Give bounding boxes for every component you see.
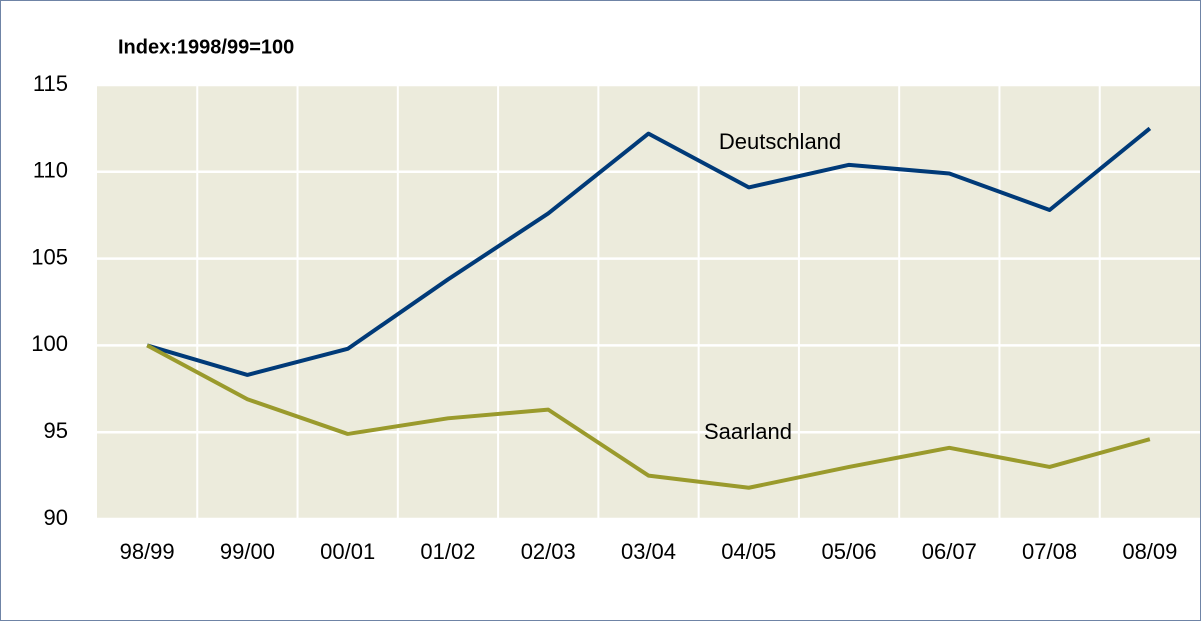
y-tick-label: 90 — [44, 505, 68, 530]
y-tick-label: 110 — [33, 158, 68, 183]
series-label: Saarland — [704, 419, 792, 444]
x-tick-label: 05/06 — [822, 539, 877, 564]
y-tick-label: 105 — [31, 244, 68, 269]
chart-title: Index:1998/99=100 — [118, 36, 294, 58]
x-tick-label: 02/03 — [521, 539, 576, 564]
x-tick-label: 06/07 — [922, 539, 977, 564]
x-tick-label: 98/99 — [120, 539, 175, 564]
plot-area — [97, 85, 1200, 519]
x-tick-label: 01/02 — [420, 539, 475, 564]
series-line — [146, 126, 1152, 377]
series-label: Deutschland — [719, 129, 841, 154]
x-tick-label: 00/01 — [320, 539, 375, 564]
y-tick-label: 100 — [31, 331, 68, 356]
x-tick-label: 99/00 — [220, 539, 275, 564]
x-tick-label: 04/05 — [721, 539, 776, 564]
x-tick-label: 07/08 — [1022, 539, 1077, 564]
y-tick-label: 95 — [44, 418, 68, 443]
x-tick-label: 08/09 — [1122, 539, 1177, 564]
x-tick-label: 03/04 — [621, 539, 676, 564]
y-tick-label: 115 — [33, 71, 68, 96]
series-line — [146, 343, 1151, 490]
